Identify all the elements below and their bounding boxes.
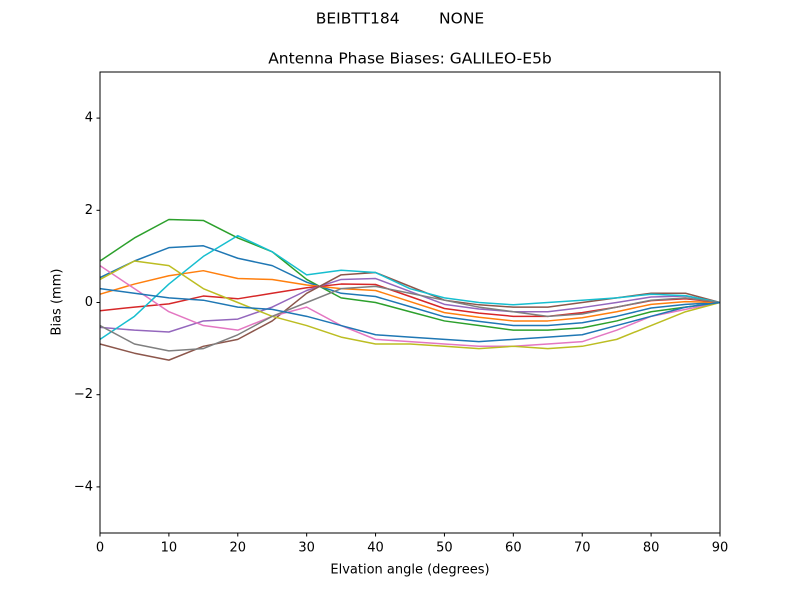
x-tick-label: 50 — [436, 541, 453, 556]
x-tick-label: 70 — [574, 541, 591, 556]
x-tick-label: 80 — [643, 541, 660, 556]
x-tick-label: 20 — [230, 541, 247, 556]
x-tick-label: 40 — [367, 541, 384, 556]
series-line — [99, 269, 721, 322]
y-tick-label: 4 — [85, 111, 93, 126]
suptitle: BEIBTT184 NONE — [316, 10, 484, 28]
y-tick-label: 2 — [85, 203, 93, 218]
series-line — [99, 260, 721, 350]
series-line — [99, 218, 721, 331]
y-tick-label: −4 — [74, 479, 93, 494]
y-tick-label: 0 — [85, 295, 93, 310]
x-tick-label: 30 — [298, 541, 315, 556]
series-line — [99, 287, 721, 343]
y-tick-label: −2 — [74, 387, 93, 402]
series-line — [99, 277, 721, 333]
y-axis-label: Bias (mm) — [50, 269, 65, 336]
x-tick-label: 90 — [712, 541, 729, 556]
chart-title: Antenna Phase Biases: GALILEO-E5b — [268, 50, 552, 68]
x-axis-label: Elvation angle (degrees) — [330, 563, 489, 578]
x-tick-label: 60 — [505, 541, 522, 556]
series-line — [99, 245, 721, 327]
series-line — [99, 285, 721, 352]
plot-frame — [99, 71, 721, 534]
series-line — [99, 234, 721, 341]
x-tick-label: 10 — [161, 541, 178, 556]
x-tick-label: 0 — [96, 541, 104, 556]
series-line — [99, 264, 721, 348]
